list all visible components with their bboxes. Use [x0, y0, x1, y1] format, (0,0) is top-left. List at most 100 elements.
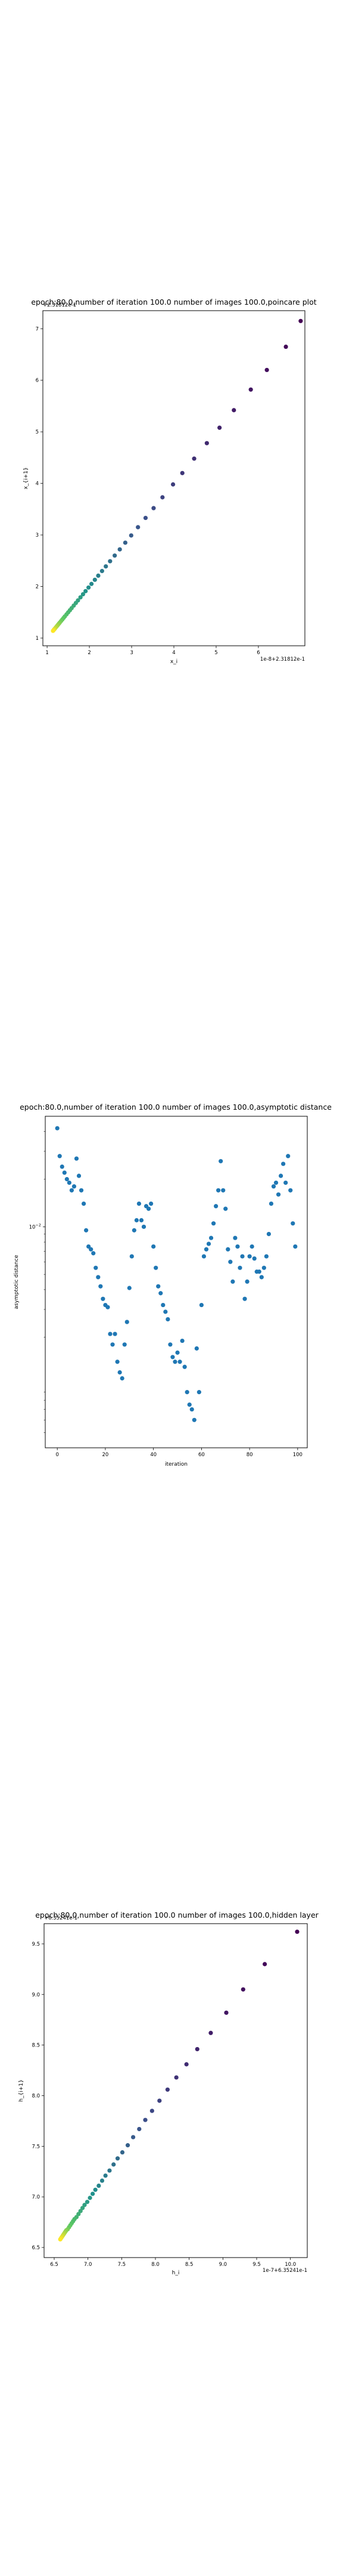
data-point	[158, 1291, 163, 1296]
x-tick-label: 40	[150, 1452, 157, 1458]
data-point	[86, 1244, 91, 1249]
data-point	[78, 595, 83, 600]
data-point	[219, 1159, 223, 1163]
axis-offset-text: 1e-7+6.35241e-1	[263, 2268, 307, 2274]
y-tick-label: 2	[36, 584, 39, 590]
chart-poincare: epoch:80.0,number of iteration 100.0 num…	[23, 298, 317, 665]
data-point	[92, 577, 97, 582]
data-point	[180, 470, 185, 475]
data-point	[283, 344, 288, 349]
x-tick-label: 7.5	[118, 2262, 126, 2268]
x-tick-label: 8.5	[185, 2262, 194, 2268]
data-point	[120, 1376, 124, 1381]
data-point	[295, 1929, 300, 1934]
x-axis-label: iteration	[165, 1462, 188, 1467]
data-point	[62, 1170, 67, 1175]
data-point	[228, 1259, 233, 1264]
x-tick-label: 4	[172, 650, 175, 656]
x-tick-label: 1	[45, 650, 48, 656]
points-group	[51, 318, 303, 633]
y-tick-label: 4	[36, 481, 39, 487]
data-point	[170, 1355, 175, 1360]
data-point	[235, 1244, 240, 1249]
data-point	[99, 2178, 105, 2183]
chart-hidden-layer: epoch:80.0,number of iteration 100.0 num…	[18, 1911, 319, 2276]
data-point	[173, 1360, 177, 1364]
data-point	[96, 2183, 101, 2188]
data-point	[283, 1180, 288, 1185]
y-tick-label: 5	[36, 429, 39, 435]
data-point	[131, 2135, 136, 2140]
data-point	[139, 1218, 144, 1222]
data-point	[71, 1184, 77, 1189]
data-point	[127, 1286, 132, 1290]
data-point	[136, 1201, 142, 1206]
tick-group: 1 2 3 4 5 6 1 2 3 4 5 6 7	[36, 326, 260, 656]
data-point	[177, 1360, 182, 1364]
data-point	[115, 1360, 120, 1364]
data-point	[211, 1221, 216, 1226]
data-point	[156, 1284, 161, 1289]
data-point	[82, 2203, 87, 2207]
tick-group: 6.5 7.0 7.5 8.0 8.5 9.0 9.5 10.0 6.5 7.0 7.5 8.0 8.5…	[32, 1942, 296, 2268]
data-point	[81, 1201, 86, 1206]
data-point	[259, 1275, 264, 1280]
data-point	[111, 2162, 116, 2167]
plot-area	[43, 1923, 308, 2258]
x-tick-label: 9.5	[252, 2262, 261, 2268]
data-point	[263, 1962, 267, 1967]
y-tick-label: 10−2	[29, 1222, 41, 1230]
data-point	[238, 1265, 242, 1270]
x-tick-label: 3	[130, 650, 133, 656]
data-point	[208, 1236, 214, 1240]
data-point	[58, 2237, 63, 2242]
data-point	[293, 1244, 298, 1249]
data-point	[110, 1342, 115, 1347]
data-point	[79, 1188, 84, 1193]
data-point	[261, 1265, 266, 1270]
data-point	[184, 2062, 189, 2067]
data-point	[291, 1221, 295, 1226]
data-point	[84, 1228, 89, 1233]
data-point	[247, 1254, 252, 1259]
y-tick-label: 7.0	[32, 2194, 40, 2200]
y-tick-label: 6	[36, 378, 39, 384]
data-point	[85, 2200, 90, 2205]
data-point	[107, 2168, 112, 2173]
data-point	[57, 1154, 62, 1159]
data-point	[108, 1332, 113, 1336]
data-point	[233, 1236, 238, 1240]
data-point	[76, 2212, 81, 2216]
data-point	[166, 1317, 170, 1322]
y-tick-label: 8.0	[32, 2093, 40, 2099]
y-tick-label: 3	[36, 532, 39, 538]
data-point	[232, 408, 236, 413]
data-point	[250, 1244, 254, 1249]
data-point	[108, 559, 113, 564]
data-point	[64, 1176, 69, 1182]
data-point	[88, 2196, 92, 2200]
data-point	[67, 1180, 71, 1185]
chart-title: epoch:80.0,number of iteration 100.0 num…	[35, 1911, 319, 1919]
data-point	[168, 1342, 173, 1347]
data-point	[55, 1126, 60, 1131]
data-point	[51, 628, 55, 633]
data-point	[146, 1206, 151, 1211]
data-point	[216, 1188, 221, 1193]
data-point	[248, 387, 253, 392]
data-point	[132, 1228, 136, 1233]
data-point	[214, 1204, 219, 1209]
data-point	[221, 1188, 226, 1193]
data-point	[98, 1284, 103, 1289]
data-point	[157, 2098, 162, 2103]
y-axis-label: x_{i+1}	[23, 467, 29, 489]
x-tick-label: 8.0	[151, 2262, 160, 2268]
data-point	[204, 441, 209, 445]
data-point	[192, 1417, 197, 1422]
y-tick-label: 8.5	[32, 2043, 40, 2049]
data-point	[154, 1265, 158, 1270]
data-point	[134, 1218, 139, 1222]
data-point	[269, 1201, 274, 1206]
y-tick-label: 7	[36, 326, 39, 332]
y-tick-label: 9.5	[32, 1942, 40, 1948]
